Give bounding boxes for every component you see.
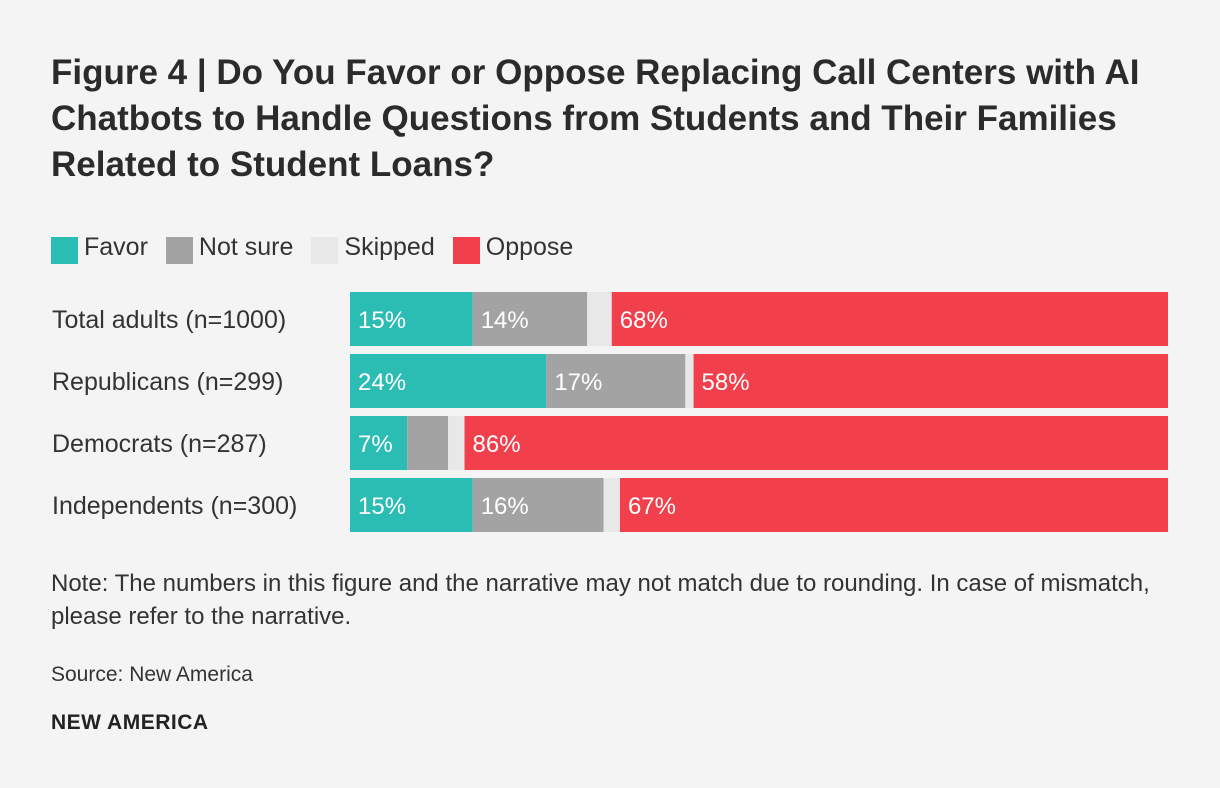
category-label: Independents (n=300) bbox=[52, 492, 297, 520]
chart-title: Figure 4 | Do You Favor or Oppose Replac… bbox=[51, 53, 1140, 184]
legend-item-favor: Favor bbox=[51, 231, 148, 264]
bar-segment-oppose bbox=[611, 292, 1168, 346]
data-label-not-sure: 14% bbox=[481, 307, 529, 334]
data-label-favor: 7% bbox=[358, 431, 393, 458]
brand-logo-text: NEW AMERICA bbox=[51, 711, 209, 734]
bar-segment-skipped bbox=[685, 354, 694, 408]
bar-segment-favor bbox=[350, 292, 473, 346]
bar-segment-skipped bbox=[587, 292, 612, 346]
chart-source: Source: New America bbox=[51, 663, 253, 686]
bar-segment-favor bbox=[350, 354, 547, 408]
legend-swatch-not-sure bbox=[165, 237, 193, 264]
bar-segment-skipped bbox=[603, 478, 620, 532]
bar-segment-oppose bbox=[693, 354, 1168, 408]
legend-item-not-sure: Not sure bbox=[165, 231, 294, 264]
legend-swatch-skipped bbox=[311, 237, 339, 264]
legend-label-skipped: Skipped bbox=[344, 233, 435, 261]
data-label-not-sure: 17% bbox=[554, 369, 602, 396]
bar-segment-not-sure bbox=[472, 478, 604, 532]
category-label: Total adults (n=1000) bbox=[52, 306, 286, 334]
data-label-oppose: 67% bbox=[628, 493, 676, 520]
legend-swatch-favor bbox=[51, 237, 78, 264]
bar-segment-not-sure bbox=[546, 354, 686, 408]
data-label-favor: 24% bbox=[358, 369, 406, 396]
legend-item-skipped: Skipped bbox=[311, 231, 435, 264]
data-label-oppose: 58% bbox=[702, 369, 750, 396]
data-label-favor: 15% bbox=[358, 307, 406, 334]
legend-label-not-sure: Not sure bbox=[198, 233, 294, 261]
bar-segment-not-sure bbox=[407, 416, 449, 470]
bar-segment-oppose bbox=[464, 416, 1168, 470]
bar-segment-favor bbox=[350, 478, 473, 532]
data-label-not-sure: 16% bbox=[481, 493, 529, 520]
legend-item-oppose: Oppose bbox=[452, 231, 574, 264]
category-label: Democrats (n=287) bbox=[52, 430, 267, 458]
bar-segment-not-sure bbox=[472, 292, 588, 346]
bar-segment-skipped bbox=[448, 416, 465, 470]
legend-swatch-oppose bbox=[452, 237, 480, 264]
data-label-oppose: 68% bbox=[620, 307, 668, 334]
category-label: Republicans (n=299) bbox=[52, 368, 283, 396]
chart-note: Note: The numbers in this figure and the… bbox=[51, 570, 1150, 630]
data-label-favor: 15% bbox=[358, 493, 406, 520]
bar-segment-oppose bbox=[619, 478, 1168, 532]
legend-label-favor: Favor bbox=[84, 233, 148, 261]
data-label-oppose: 86% bbox=[473, 431, 521, 458]
legend-label-oppose: Oppose bbox=[485, 233, 574, 261]
chart-legend: Favor Not sure Skipped Oppose bbox=[51, 231, 591, 264]
bar-segment-favor bbox=[350, 416, 408, 470]
